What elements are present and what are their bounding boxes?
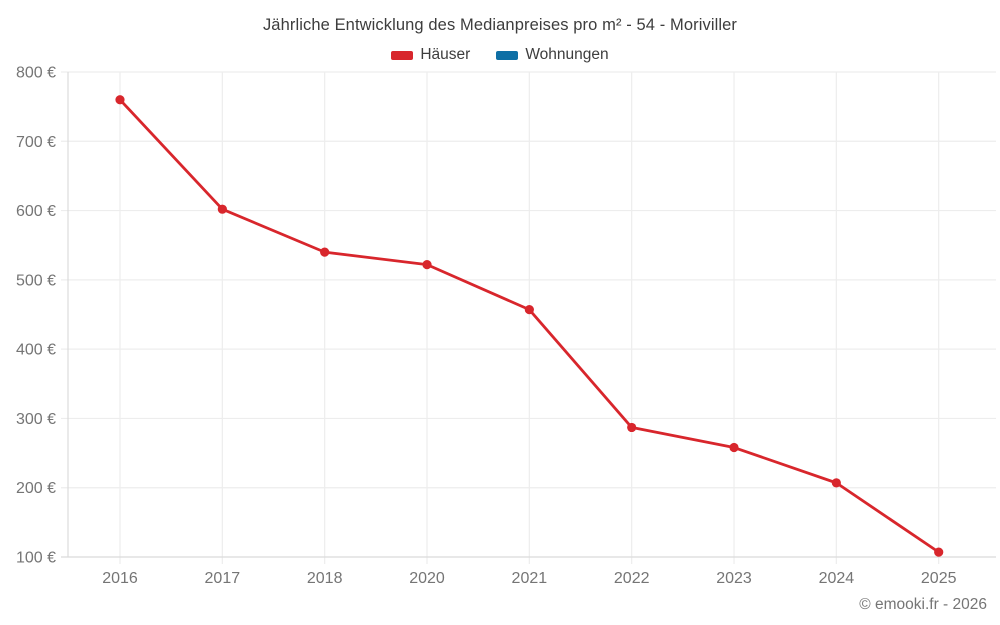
data-point-2025 <box>934 547 944 557</box>
x-tick-label: 2022 <box>614 570 650 587</box>
y-tick-label: 300 € <box>16 411 56 428</box>
y-tick-label: 700 € <box>16 134 56 151</box>
data-point-2024 <box>831 478 841 488</box>
x-tick-label: 2023 <box>716 570 752 587</box>
data-point-2018 <box>320 247 330 257</box>
haeuser-series-swatch-icon <box>391 50 414 60</box>
x-tick-label: 2017 <box>205 570 241 587</box>
x-tick-label: 2025 <box>921 570 957 587</box>
data-point-2017 <box>217 204 227 214</box>
copyright-text: © emooki.fr - 2026 <box>859 596 987 613</box>
y-tick-label: 100 € <box>16 550 56 567</box>
y-tick-label: 600 € <box>16 203 56 220</box>
y-tick-label: 400 € <box>16 342 56 359</box>
chart-legend: Häuser Wohnungen <box>0 46 1000 64</box>
legend-item-wohnungen[interactable]: Wohnungen <box>496 46 609 64</box>
x-tick-label: 2016 <box>102 570 138 587</box>
legend-label-wohnungen: Wohnungen <box>525 46 609 63</box>
chart-title: Jährliche Entwicklung des Medianpreises … <box>262 16 738 34</box>
data-point-2021 <box>524 305 534 315</box>
x-tick-label: 2021 <box>512 570 548 587</box>
y-tick-label: 800 € <box>16 65 56 82</box>
legend-item-haeuser[interactable]: Häuser <box>391 46 470 64</box>
data-point-2020 <box>422 260 432 270</box>
data-point-2022 <box>627 422 637 433</box>
y-tick-label: 500 € <box>16 272 56 289</box>
data-point-2016 <box>115 95 125 105</box>
x-tick-label: 2018 <box>307 570 343 587</box>
x-tick-label: 2020 <box>409 570 445 587</box>
legend-label-haeuser: Häuser <box>420 46 471 63</box>
x-tick-label: 2024 <box>819 570 855 587</box>
data-point-2023 <box>729 442 739 453</box>
y-tick-label: 200 € <box>16 480 56 497</box>
wohnungen-series-swatch-icon <box>496 50 519 60</box>
